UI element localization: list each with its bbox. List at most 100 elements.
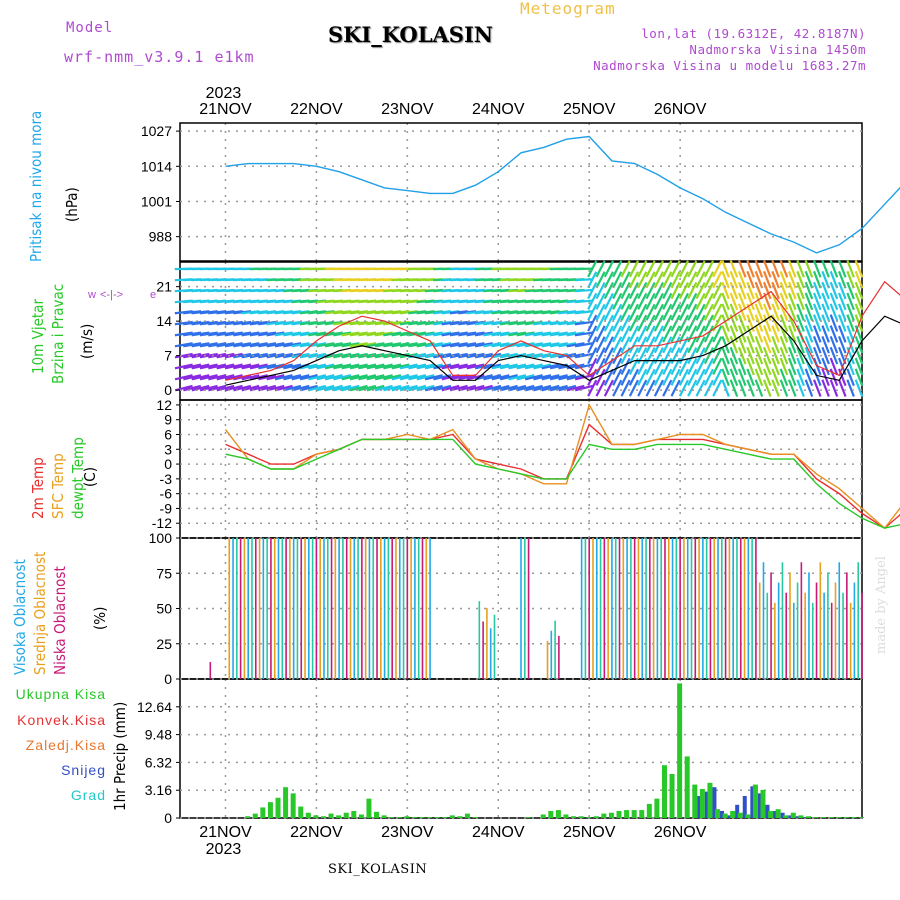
precip-tick-label: 3.16: [145, 782, 172, 798]
wind-barb: [628, 260, 639, 278]
wind-barb: [283, 374, 302, 381]
wind-barb: [258, 331, 277, 337]
wind-barb: [854, 357, 864, 376]
wind-barb: [846, 357, 855, 376]
wind-barb: [516, 363, 535, 370]
wind-barb: [846, 368, 855, 387]
wind-barb: [796, 260, 805, 278]
wind-barb: [541, 384, 560, 392]
wind-barb: [391, 342, 410, 348]
wind-barb: [241, 352, 260, 359]
precip-bar-rain: [859, 817, 864, 818]
wind-barb: [721, 357, 730, 376]
wind-barb: [829, 303, 839, 322]
precip-bar-rain: [737, 812, 743, 818]
wind-barb: [241, 342, 260, 348]
wind-barb: [566, 331, 585, 337]
wind-barb: [653, 271, 664, 289]
wind-barb: [374, 331, 393, 337]
wind-barb: [349, 374, 368, 381]
wind-barb: [595, 292, 606, 310]
wind-barb: [399, 331, 418, 337]
wind-barb: [374, 384, 393, 392]
precip-bar-rain: [707, 782, 713, 818]
wind-barb: [595, 314, 606, 332]
wind-barb: [541, 363, 560, 370]
wind-barb: [678, 260, 689, 278]
wind-barb: [787, 314, 797, 332]
wind-barb: [458, 352, 477, 359]
wind-barb: [324, 384, 343, 392]
wind-barb: [645, 260, 656, 278]
wind-barb: [721, 314, 730, 332]
wind-barb: [746, 260, 755, 278]
wind-barb: [754, 260, 764, 278]
wind-barb: [333, 331, 352, 337]
wind-barb: [662, 260, 673, 278]
wind-barb: [787, 379, 797, 397]
wind-tick-label: 0: [164, 382, 172, 398]
wind-barb: [491, 384, 510, 392]
wind-barb: [491, 342, 510, 348]
precip-bar-rain: [389, 817, 395, 818]
wind-barb: [637, 314, 648, 332]
wind-barb: [620, 379, 631, 397]
wind-barb: [266, 374, 285, 381]
wind-barb: [737, 335, 747, 354]
wind-barb: [366, 342, 385, 348]
wind-barb: [612, 336, 623, 354]
pressure-tick-label: 988: [149, 229, 173, 245]
wind-barb: [703, 260, 714, 278]
precip-bar-rain: [813, 817, 819, 818]
wind-barb: [574, 320, 593, 326]
wind-barb: [291, 374, 310, 381]
wind-barb: [233, 342, 252, 348]
wind-barb: [771, 357, 780, 376]
wind-barb: [721, 379, 730, 397]
wind-barb: [408, 342, 427, 348]
precip-bar-rain: [654, 798, 660, 818]
wind-barb: [804, 281, 814, 300]
wind-barb: [249, 331, 268, 337]
temp-tick-label: 3: [164, 441, 172, 457]
elevation-label: Nadmorska Visina 1450m: [689, 42, 866, 57]
wind-barb: [787, 368, 797, 387]
wind-barb: [762, 314, 772, 332]
wind-barb: [779, 346, 789, 365]
wind-barb: [637, 271, 648, 289]
precip-bar-rain: [669, 774, 675, 818]
wind-barb: [653, 292, 664, 310]
wind-barb: [737, 260, 747, 278]
wind-barb: [333, 363, 352, 370]
wind-barb: [662, 282, 673, 300]
wind-barb: [645, 303, 656, 321]
wind-barb: [433, 342, 452, 348]
wind-barb: [821, 303, 830, 322]
precip-tick-label: 9.48: [145, 727, 172, 743]
precip-bar-rain: [336, 815, 342, 818]
year-label-top: 2023: [206, 85, 242, 102]
wind-barb: [474, 384, 493, 392]
wind-barb: [391, 363, 410, 370]
precip-bar-rain: [320, 816, 326, 818]
wind-barb: [208, 374, 227, 381]
wind-barb: [349, 352, 368, 359]
wind-barb: [224, 352, 243, 359]
temp-tick-label: -3: [160, 471, 173, 487]
date-label-bottom: 25NOV: [563, 824, 616, 841]
wind-barb: [587, 314, 598, 332]
wind-barb: [804, 303, 814, 322]
wind-barb: [628, 282, 639, 300]
wind-barb: [574, 278, 593, 282]
wind-barb: [787, 325, 797, 343]
wind-barb: [603, 271, 614, 289]
wind-barb: [678, 325, 689, 343]
wind-barb: [804, 325, 814, 343]
wind-barb: [821, 346, 830, 365]
precip-tick-label: 6.32: [145, 754, 172, 770]
wind-barb: [603, 314, 614, 332]
wind-barb: [678, 303, 689, 321]
wind-barb: [174, 374, 193, 381]
precip-bar-rain: [396, 817, 402, 818]
wind-barb: [587, 260, 598, 278]
